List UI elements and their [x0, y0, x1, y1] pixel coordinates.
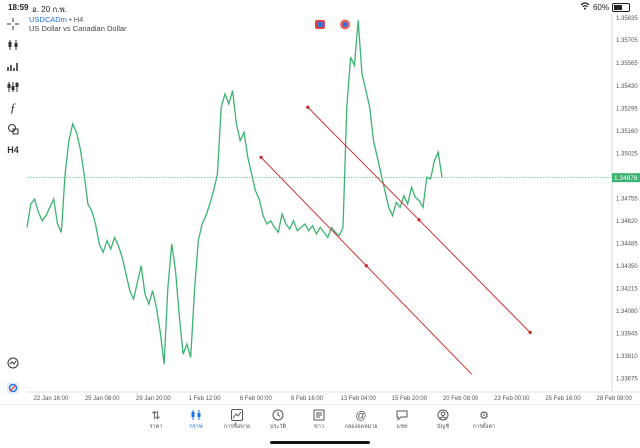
- nav-mailbox-label: กล่องจดหมาย: [344, 424, 378, 430]
- time-tick-label: 28 Feb 08:00: [597, 396, 633, 402]
- nav-quotes[interactable]: ⇅ ราคา: [133, 409, 179, 431]
- history-icon: [255, 409, 301, 423]
- nav-news[interactable]: ข่าว: [296, 409, 342, 431]
- price-tick-label: 1.35160: [616, 129, 638, 135]
- price-tick-label: 1.34215: [616, 286, 638, 292]
- trade-icon: [214, 409, 260, 423]
- price-tick-label: 1.34755: [616, 196, 638, 202]
- function-icon[interactable]: ƒ: [9, 100, 17, 115]
- nav-news-label: ข่าว: [314, 424, 324, 430]
- trendline-anchor[interactable]: [259, 155, 263, 159]
- nav-settings[interactable]: ⚙ การตั้งค่า: [461, 409, 507, 431]
- time-tick-label: 15 Feb 20:00: [392, 396, 428, 402]
- price-tick-label: 1.33810: [616, 354, 638, 360]
- indicators-icon[interactable]: [5, 58, 21, 74]
- nav-account[interactable]: บัญชี: [420, 409, 466, 431]
- nav-mailbox[interactable]: @ กล่องจดหมาย: [338, 409, 384, 431]
- nav-account-label: บัญชี: [437, 424, 449, 430]
- shapes-icon[interactable]: [5, 121, 21, 137]
- price-tick-label: 1.34485: [616, 241, 638, 247]
- chart-trade-buttons[interactable]: [315, 19, 350, 30]
- time-tick-label: 29 Jan 20:00: [136, 396, 171, 402]
- symbol-timeframe[interactable]: H4: [73, 15, 84, 24]
- time-tick-label: 23 Feb 00:00: [494, 396, 530, 402]
- time-tick-label: 20 Feb 08:00: [443, 396, 479, 402]
- symbol-header: USDCADm • H4 US Dollar vs Canadian Dolla…: [29, 15, 127, 33]
- nav-chat-label: แชท: [396, 424, 408, 430]
- current-price-tag: 1.34878: [612, 173, 640, 183]
- status-time: 18:59: [8, 3, 29, 12]
- current-price-label: 1.34878: [614, 175, 638, 182]
- time-tick-label: 6 Feb 00:00: [240, 396, 273, 402]
- nav-history[interactable]: ประวัติ: [255, 409, 301, 431]
- nav-quotes-label: ราคา: [149, 424, 163, 430]
- app-logo-icon[interactable]: [5, 380, 21, 396]
- status-right: 60%: [580, 2, 630, 12]
- nav-chart[interactable]: กราฟ: [173, 409, 219, 431]
- price-tick-label: 1.33675: [616, 377, 638, 383]
- nav-history-label: ประวัติ: [269, 424, 287, 430]
- price-tick-label: 1.35295: [616, 106, 638, 112]
- home-indicator: [270, 441, 370, 444]
- time-tick-label: 1 Feb 12:00: [189, 396, 222, 402]
- time-tick-label: 8 Feb 16:00: [291, 396, 324, 402]
- crosshair-icon[interactable]: [5, 16, 21, 32]
- left-toolbar: ƒ H4: [0, 14, 26, 404]
- news-icon: [296, 409, 342, 423]
- nav-trade[interactable]: การซื้อขาย: [214, 409, 260, 431]
- chart-type-icon[interactable]: [5, 37, 21, 53]
- analytics-icon[interactable]: [5, 355, 21, 371]
- timeframe-button[interactable]: H4: [7, 145, 19, 155]
- trendline-anchor[interactable]: [528, 330, 532, 335]
- symbol-name[interactable]: USDCADm: [29, 15, 67, 24]
- time-tick-label: 25 Jan 08:00: [85, 396, 120, 402]
- settings-icon: ⚙: [479, 410, 489, 422]
- trendline-anchor[interactable]: [417, 218, 421, 222]
- time-tick-label: 25 Feb 16:00: [545, 396, 581, 402]
- trendline-anchor[interactable]: [364, 264, 368, 268]
- price-tick-label: 1.35705: [616, 38, 638, 44]
- nav-settings-label: การตั้งค่า: [472, 424, 496, 430]
- price-chart[interactable]: 1.35835 1.35705 1.35565 1.35430 1.35295 1.351…: [0, 0, 640, 404]
- bottom-navigation: ⇅ ราคา กราฟ การซื้อขาย ประวัติ ข่าว @ กล่อ…: [0, 404, 640, 448]
- status-bar: 18:59 อ. 20 ก.พ. 60%: [0, 0, 640, 14]
- price-tick-label: 1.35565: [616, 61, 638, 67]
- price-tick-label: 1.34350: [616, 264, 638, 270]
- account-icon: [420, 409, 466, 423]
- status-date: อ. 20 ก.พ.: [32, 5, 67, 14]
- nav-chat[interactable]: แชท: [379, 409, 425, 431]
- nav-trade-label: การซื้อขาย: [223, 424, 251, 430]
- price-tick-label: 1.34620: [616, 219, 638, 225]
- symbol-description: US Dollar vs Canadian Dollar: [29, 24, 127, 33]
- chat-icon: [379, 409, 425, 423]
- price-tick-label: 1.35430: [616, 84, 638, 90]
- battery-icon: [612, 2, 630, 12]
- battery-percent: 60%: [592, 2, 609, 12]
- nav-chart-label: กราฟ: [189, 424, 203, 430]
- wifi-icon: [580, 2, 590, 12]
- chart-icon: [173, 409, 219, 423]
- price-tick-label: 1.34080: [616, 309, 638, 315]
- quotes-icon: ⇅: [151, 410, 161, 422]
- mailbox-icon: @: [355, 410, 367, 422]
- symbol-separator: •: [66, 15, 74, 24]
- trendline-anchor[interactable]: [306, 105, 310, 109]
- time-tick-label: 13 Feb 04:00: [341, 396, 377, 402]
- price-tick-label: 1.33945: [616, 331, 638, 337]
- time-tick-label: 22 Jan 16:00: [34, 396, 69, 402]
- series-line: [26, 20, 443, 365]
- price-tick-label: 1.35025: [616, 151, 638, 157]
- objects-icon[interactable]: [5, 79, 21, 95]
- price-tick-label: 1.35835: [616, 16, 638, 22]
